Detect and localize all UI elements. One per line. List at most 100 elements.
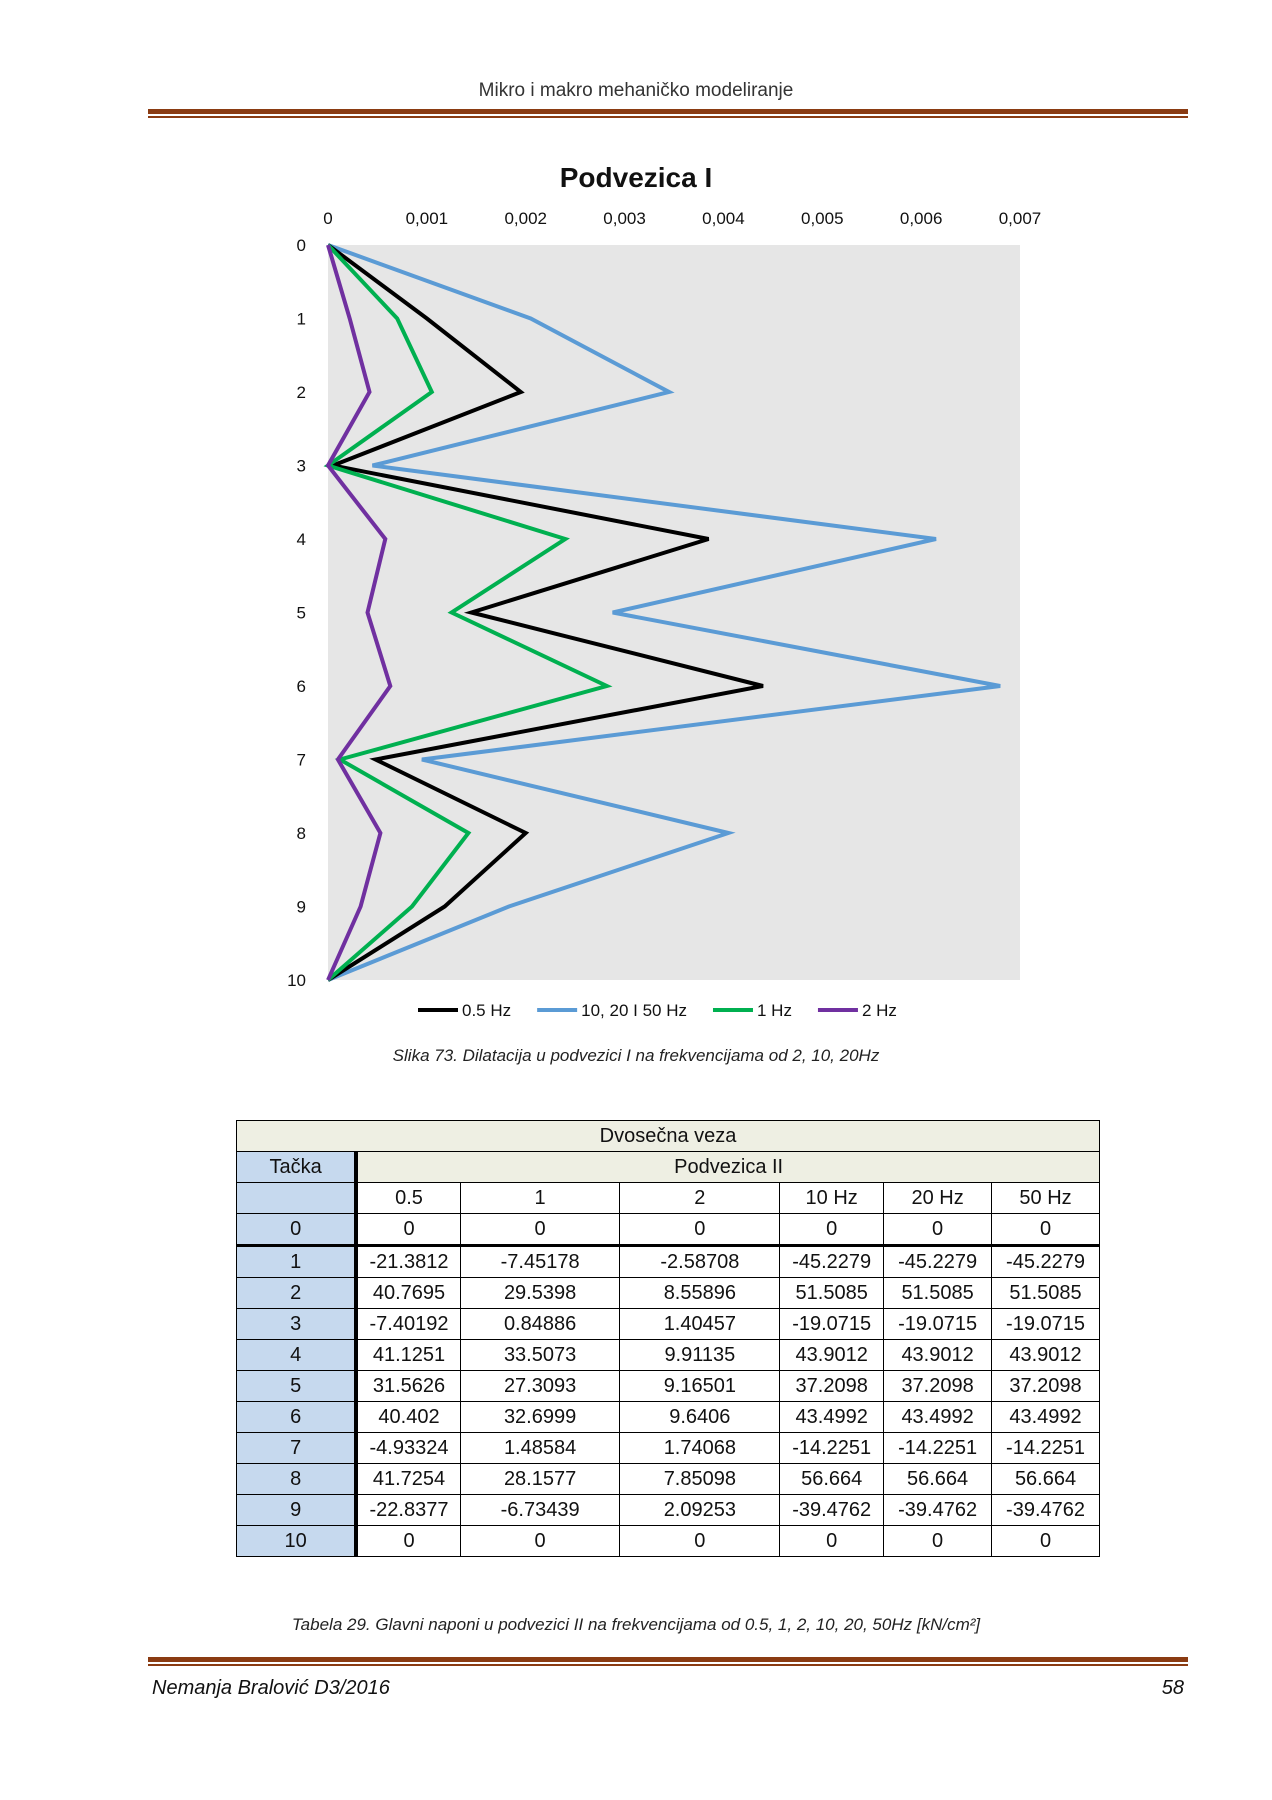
column-header: 2 — [619, 1182, 781, 1214]
table-title-row: Dvosečna veza — [236, 1120, 1100, 1152]
table-cell: 43.4992 — [883, 1401, 993, 1433]
table-cell: 0 — [883, 1525, 993, 1557]
x-tick-label: 0,003 — [603, 209, 646, 228]
point-label: 6 — [236, 1401, 359, 1433]
y-tick-label: 0 — [297, 236, 306, 255]
point-label: 2 — [236, 1277, 359, 1309]
row-header-label: Tačka — [236, 1151, 359, 1183]
table-cell: 29.5398 — [459, 1277, 621, 1309]
column-header: 0.5 — [355, 1182, 461, 1214]
table-cell: 0 — [991, 1213, 1100, 1246]
y-tick-label: 8 — [297, 824, 306, 843]
y-tick-label: 2 — [297, 383, 306, 402]
legend-label: 1 Hz — [757, 1001, 792, 1020]
x-tick-label: 0,007 — [999, 209, 1042, 228]
table-cell: 0 — [355, 1213, 461, 1246]
table-cell: 0.84886 — [459, 1308, 621, 1340]
table-cell: 40.7695 — [355, 1277, 461, 1309]
table-row: 5 31.5626 27.3093 9.16501 37.2098 37.2098 37.2… — [236, 1370, 1100, 1402]
table-cell: -39.4762 — [991, 1494, 1100, 1526]
point-label: 3 — [236, 1308, 359, 1340]
table-cell: 0 — [779, 1525, 885, 1557]
table-cell: 0 — [619, 1213, 781, 1246]
table-cell: 7.85098 — [619, 1463, 781, 1495]
page-number: 58 — [1161, 1677, 1184, 1699]
table-cell: 51.5085 — [883, 1277, 993, 1309]
table-cell: -21.3812 — [355, 1244, 461, 1278]
table-cell: 9.6406 — [619, 1401, 781, 1433]
series-line — [325, 244, 393, 981]
header-rule-thick — [148, 109, 1188, 114]
table-cell: 43.4992 — [779, 1401, 885, 1433]
series-line — [325, 243, 764, 982]
table-cell: 41.1251 — [355, 1339, 461, 1371]
table-section-row: Tačka Podvezica II — [236, 1151, 1101, 1183]
table-cell: 27.3093 — [459, 1370, 621, 1402]
table-cell: -14.2251 — [779, 1432, 885, 1464]
table-cell: 0 — [619, 1525, 781, 1557]
table-row: 3 -7.40192 0.84886 1.40457 -19.0715 -19.0715-… — [236, 1308, 1100, 1340]
table-cell: 56.664 — [883, 1463, 993, 1495]
column-header: 20 Hz — [883, 1182, 993, 1214]
table-cell: 8.55896 — [619, 1277, 781, 1309]
chart-svg: Podvezica I 0 0,001 0,002 0,003 0,004 0,005 0,0… — [287, 162, 1042, 1020]
table-row: 4 41.1251 33.5073 9.91135 43.9012 43.9012 43.9… — [236, 1339, 1100, 1371]
x-tick-label: 0,006 — [900, 209, 943, 228]
chart-title: Podvezica I — [560, 162, 713, 193]
table-cell: -45.2279 — [779, 1244, 885, 1278]
point-label: 8 — [236, 1463, 359, 1495]
table-cell: 1.40457 — [619, 1308, 781, 1340]
figure-caption: Slika 73. Dilatacija u podvezici I na fr… — [392, 1046, 880, 1065]
series-line — [323, 243, 613, 982]
point-label: 10 — [236, 1525, 359, 1557]
legend-label: 2 Hz — [862, 1001, 897, 1020]
table-cell: -19.0715 — [779, 1308, 885, 1340]
column-header-blank — [236, 1182, 359, 1214]
table-cell: 0 — [459, 1525, 621, 1557]
footer-rule-thin — [148, 1664, 1188, 1666]
point-label: 7 — [236, 1432, 359, 1464]
x-tick-label: 0,002 — [504, 209, 547, 228]
table-row: 1 -21.3812 -7.45178 -2.58708 -45.2279 -45.227… — [236, 1244, 1100, 1278]
table-row: 2 40.7695 29.5398 8.55896 51.5085 51.5085 51.5… — [236, 1277, 1100, 1309]
table-cell: 56.664 — [779, 1463, 885, 1495]
table-cell: -39.4762 — [779, 1494, 885, 1526]
table-cell: 40.402 — [355, 1401, 461, 1433]
column-header: 50 Hz — [991, 1182, 1100, 1214]
y-tick-label: 6 — [297, 677, 306, 696]
x-tick-label: 0,001 — [406, 209, 449, 228]
y-tick-label: 3 — [297, 457, 306, 476]
table-title: Dvosečna veza — [236, 1120, 1100, 1152]
table-row: 8 41.7254 28.1577 7.85098 56.664 56.664 56.664 — [236, 1463, 1100, 1495]
x-tick-label: 0 — [323, 209, 332, 228]
table-cell: -22.8377 — [355, 1494, 461, 1526]
legend-label: 10, 20 I 50 Hz — [581, 1001, 687, 1020]
footer-author: Nemanja Bralović D3/2016 — [152, 1677, 390, 1699]
column-header: 10 Hz — [779, 1182, 885, 1214]
series-line — [327, 243, 1001, 982]
table-cell: -45.2279 — [883, 1244, 993, 1278]
table-cell: 28.1577 — [459, 1463, 621, 1495]
table-cell: -4.93324 — [355, 1432, 461, 1464]
y-tick-label: 5 — [297, 604, 306, 623]
table-cell: -6.73439 — [459, 1494, 621, 1526]
y-tick-label: 4 — [297, 530, 306, 549]
legend-label: 0.5 Hz — [462, 1001, 511, 1020]
table-cell: 0 — [883, 1213, 993, 1246]
table-row: 9 -22.8377 -6.73439 2.09253 -39.4762 -39.4762… — [236, 1494, 1100, 1526]
table-row: 10 0 0 0 0 0 0 — [236, 1525, 1100, 1557]
column-header: 1 — [459, 1182, 621, 1214]
table-cell: -2.58708 — [619, 1244, 781, 1278]
point-label: 0 — [236, 1213, 359, 1246]
table-cell: 37.2098 — [883, 1370, 993, 1402]
table-cell: 0 — [779, 1213, 885, 1246]
y-tick-label: 1 — [297, 310, 306, 329]
table-caption: Tabela 29. Glavni naponi u podvezici II … — [291, 1615, 981, 1634]
table-cell: 2.09253 — [619, 1494, 781, 1526]
table-cell: 41.7254 — [355, 1463, 461, 1495]
table-column-header-row: 0.5 1 2 10 Hz 20 Hz 50 Hz — [236, 1182, 1100, 1214]
table-cell: 9.91135 — [619, 1339, 781, 1371]
dilatation-chart: Podvezica I 0 0,001 0,002 0,003 0,004 0,005 0,0… — [0, 150, 1272, 1030]
table-cell: 31.5626 — [355, 1370, 461, 1402]
